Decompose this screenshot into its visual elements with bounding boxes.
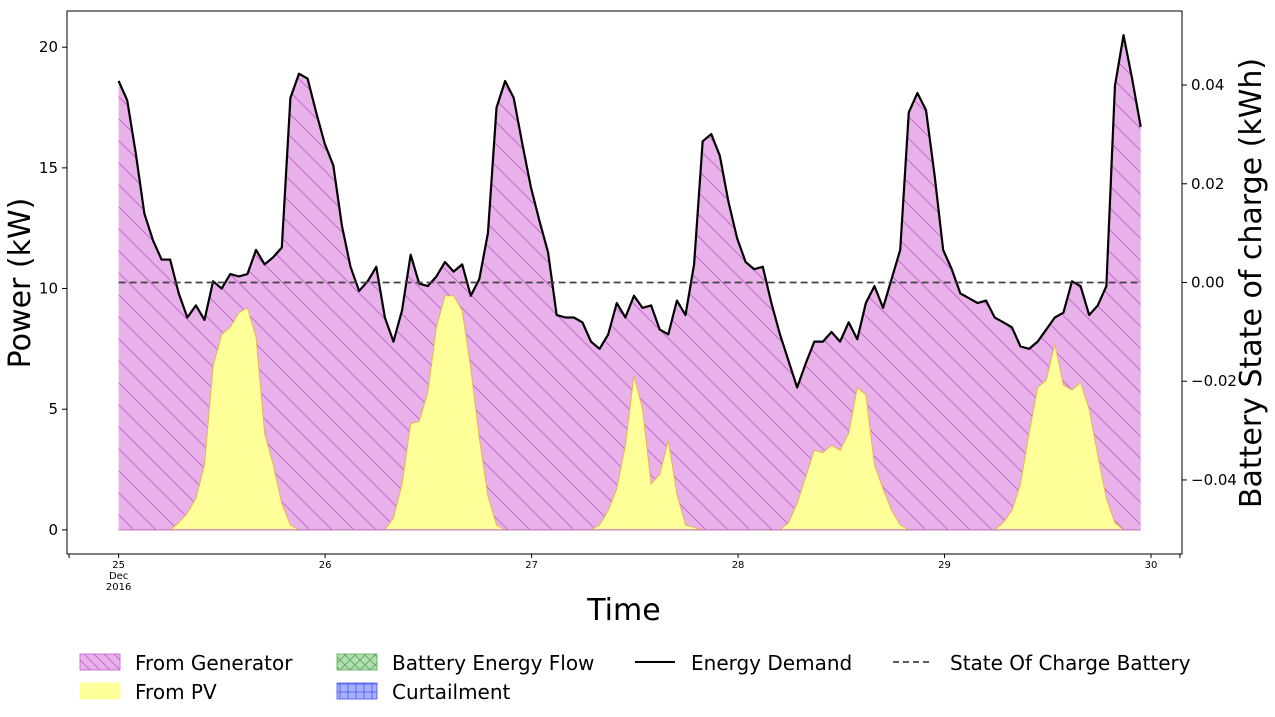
from-generator-area [118,35,1141,530]
legend-swatch-battery-energy-flow [336,653,378,671]
legend-label-state-of-charge-battery: State Of Charge Battery [950,651,1191,675]
x-tick-label: 27 [525,560,538,571]
legend-swatch-from-pv [79,682,121,700]
y2-tick-label: −0.04 [1191,471,1237,489]
right-y-axis: −0.04 −0.02 0.00 0.02 0.04 [1182,76,1237,489]
y2-tick-label: −0.02 [1191,372,1237,390]
legend: From Generator From PV Battery Energy Fl… [79,651,1191,704]
x-tick-label: 25 [112,560,125,571]
y-tick-label: 0 [48,521,58,539]
y2-tick-label: 0.02 [1191,175,1224,193]
x-tick-label: 29 [938,560,951,571]
legend-swatch-curtailment [336,682,378,700]
y-tick-label: 20 [39,38,58,56]
y2-axis-title: Battery State of charge (kWh) [1234,58,1269,508]
x-tick-label: 26 [319,560,332,571]
left-y-axis: 0 5 10 15 20 [39,38,67,539]
legend-label-from-generator: From Generator [135,651,293,675]
x-tick-label: 2016 [106,582,131,593]
y2-tick-label: 0.04 [1191,76,1224,94]
y-tick-label: 15 [39,159,58,177]
legend-label-energy-demand: Energy Demand [691,651,852,675]
legend-swatch-from-generator [79,653,121,671]
legend-label-from-pv: From PV [135,680,217,704]
y2-tick-label: 0.00 [1191,274,1224,292]
legend-label-battery-energy-flow: Battery Energy Flow [392,651,594,675]
y-axis-title: Power (kW) [3,198,38,369]
x-tick-label: 28 [732,560,745,571]
y-tick-label: 5 [48,400,58,418]
x-tick-label: Dec [109,571,128,582]
x-tick-label: 30 [1145,560,1158,571]
y-tick-label: 10 [39,280,58,298]
legend-label-curtailment: Curtailment [392,680,511,704]
energy-demand-line [117,34,1142,389]
x-axis-title: Time [586,593,660,628]
